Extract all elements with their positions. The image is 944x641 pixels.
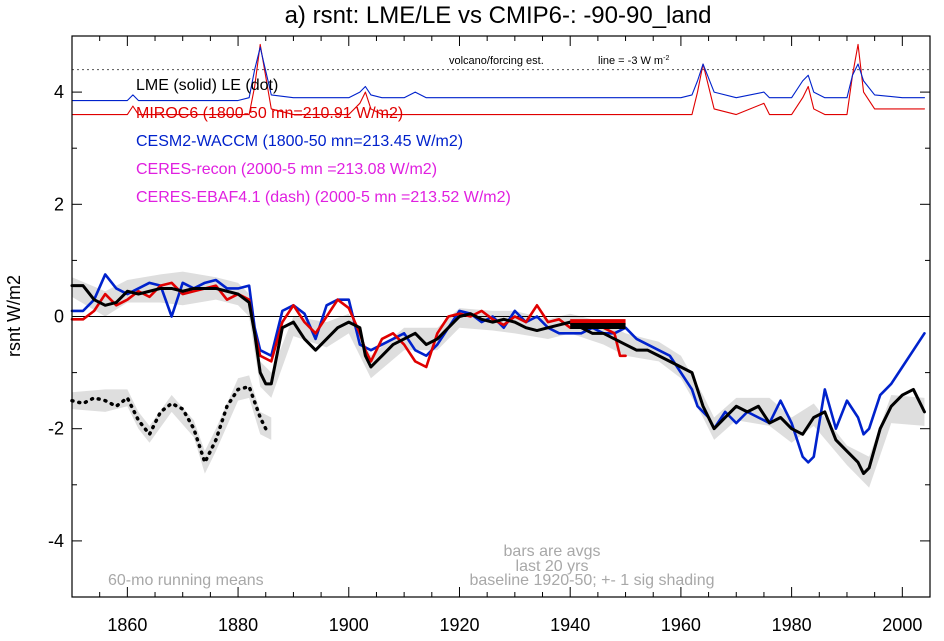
y-tick-label: -4: [48, 531, 64, 551]
x-tick-label: 1880: [218, 615, 258, 635]
x-tick-label: 1860: [107, 615, 147, 635]
x-tick-label: 1900: [329, 615, 369, 635]
annotation-bars-avgs: bars are avgs: [504, 543, 601, 560]
legend-entry-miroc6: MIROC6 (1800-50 mn=210.91 W/m2): [136, 105, 403, 122]
y-tick-label: -2: [48, 419, 64, 439]
lme-solid-line: [70, 284, 926, 476]
x-tick-label: 2000: [882, 615, 922, 635]
y-tick-label: 4: [54, 82, 64, 102]
series-layer: [70, 43, 926, 476]
y-tick-label: 2: [54, 194, 64, 214]
x-tick-label: 1940: [550, 615, 590, 635]
shading-layer: [72, 271, 925, 488]
x-tick-label: 1980: [772, 615, 812, 635]
le-sigma-shading: [72, 375, 272, 474]
cesm2-waccm-line: [70, 273, 926, 464]
legend-entry-lme-le: LME (solid) LE (dot): [136, 77, 278, 94]
annotation-volcano: volcano/forcing est.: [449, 55, 544, 67]
lme-sigma-shading: [72, 271, 925, 488]
x-tick-label: 1920: [439, 615, 479, 635]
miroc6-forcing-line: [71, 43, 926, 116]
annotation-baseline: baseline 1920-50; +- 1 sig shading: [469, 572, 714, 589]
bars-layer: [570, 319, 626, 330]
annotation-running-means: 60-mo running means: [108, 572, 264, 589]
cesm2-forcing-line: [71, 46, 926, 102]
legend-entry-ceres-ebaf: CERES-EBAF4.1 (dash) (2000-5 mn =213.52 …: [136, 189, 511, 206]
annotation-last-20-yrs: last 20 yrs: [516, 558, 589, 575]
le-dotted-line: [70, 384, 268, 465]
annotation-line-note-sup: -2: [663, 55, 669, 62]
chart-title: a) rsnt: LME/LE vs CMIP6-: -90-90_land: [285, 2, 712, 29]
legend: LME (solid) LE (dot) MIROC6 (1800-50 mn=…: [136, 77, 511, 206]
annotation-line-note: line = -3 W m-2: [598, 55, 669, 67]
miroc6-line: [70, 281, 627, 369]
legend-entry-cesm2-waccm: CESM2-WACCM (1800-50 mn=213.45 W/m2): [136, 133, 463, 150]
y-axis-label: rsnt W/m2: [4, 275, 24, 357]
x-tick-label: 1960: [661, 615, 701, 635]
axes-layer: 1860 1880 1900 1920 1940 1960 1980 2000 -4 -2 0 2 4: [48, 35, 931, 635]
annotation-line-note-text: line = -3 W m: [598, 55, 663, 67]
legend-entry-ceres-recon: CERES-recon (2000-5 mn =213.08 W/m2): [136, 161, 437, 178]
reference-lines: [72, 69, 930, 317]
y-tick-label: 0: [54, 307, 64, 327]
